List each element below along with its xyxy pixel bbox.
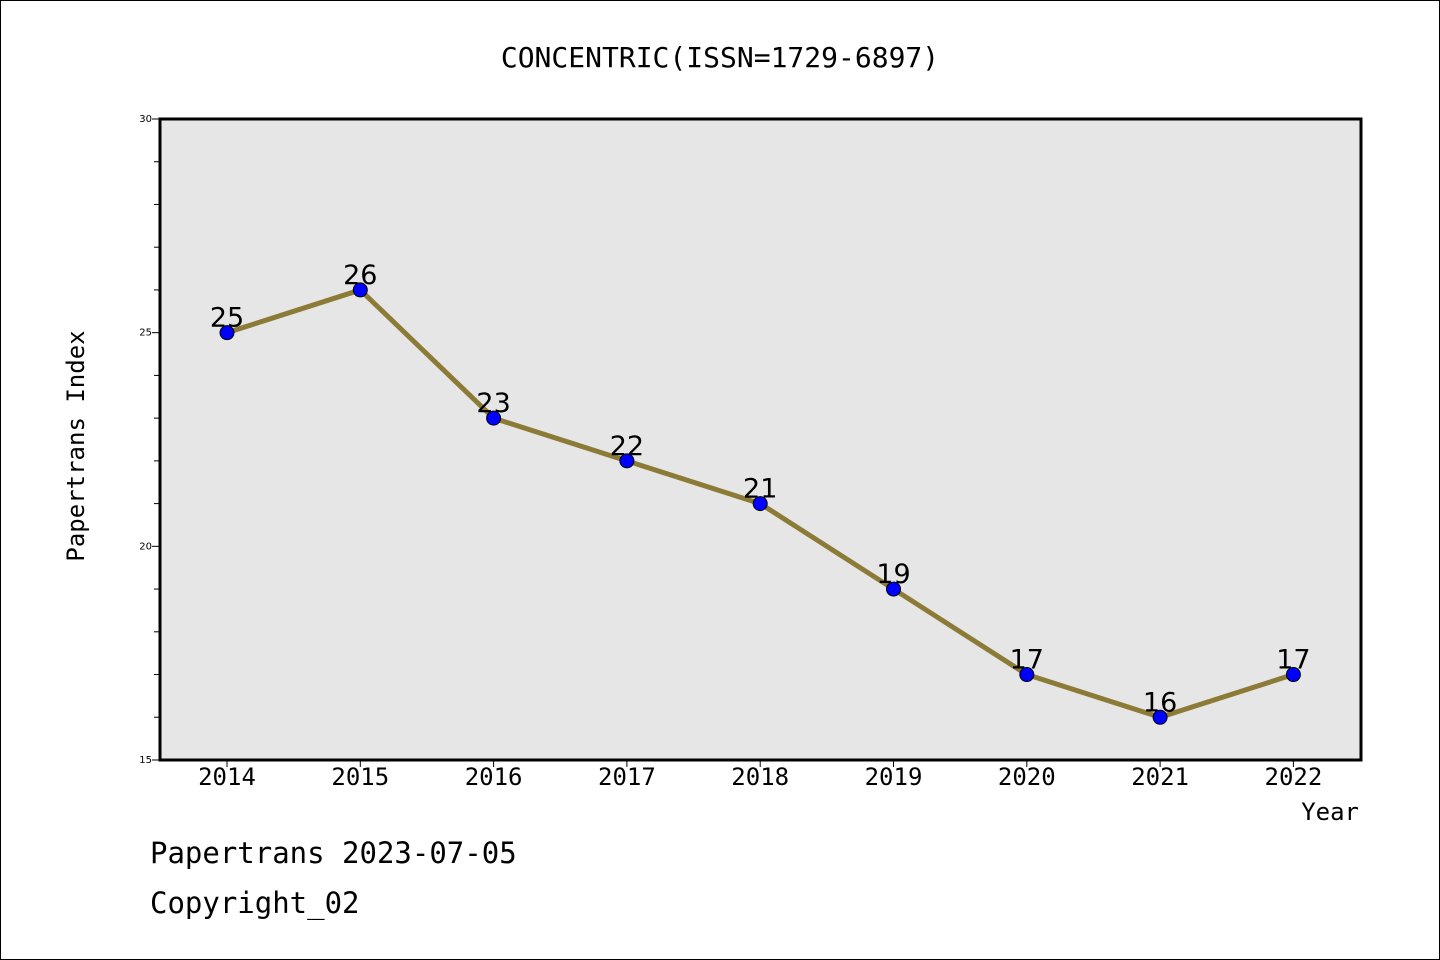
data-label: 21 (743, 474, 777, 505)
x-tick-label: 2022 (1265, 763, 1323, 791)
data-point (1152, 709, 1168, 725)
data-point (619, 453, 635, 469)
data-point (486, 410, 502, 426)
plot-border (158, 117, 1363, 762)
y-tick-label: 25 (139, 328, 152, 339)
y-axis-label: Papertrans Index (62, 330, 90, 561)
plot-area (160, 119, 1361, 760)
x-axis-label: Year (1301, 798, 1359, 826)
data-label: 16 (1143, 687, 1177, 718)
y-tick-label: 15 (139, 755, 152, 766)
y-axis: 15 20 25 30 (139, 114, 160, 766)
data-point (219, 325, 235, 341)
data-point (352, 282, 368, 298)
x-tick-label: 2019 (865, 763, 923, 791)
x-tick-label: 2014 (198, 763, 256, 791)
data-point (752, 496, 768, 512)
data-label: 25 (210, 303, 244, 334)
footer-copyright: Copyright_02 (150, 886, 360, 921)
x-tick-label: 2021 (1131, 763, 1189, 791)
data-point (886, 581, 901, 597)
data-label: 17 (1010, 645, 1044, 676)
x-tick-label: 2020 (998, 763, 1056, 791)
x-tick-label: 2018 (731, 763, 789, 791)
y-tick-label: 20 (139, 541, 152, 552)
data-label: 26 (343, 260, 377, 291)
data-label: 19 (876, 559, 910, 590)
data-label: 22 (610, 431, 644, 462)
x-tick-label: 2016 (465, 763, 523, 791)
x-tick-label: 2015 (331, 763, 389, 791)
data-point (1285, 667, 1301, 683)
data-point (1019, 667, 1035, 683)
chart-title: CONCENTRIC(ISSN=1729-6897) (501, 41, 939, 74)
data-label: 23 (476, 388, 510, 419)
y-tick-label: 30 (139, 114, 152, 125)
data-label: 17 (1276, 645, 1310, 676)
x-tick-label: 2017 (598, 763, 656, 791)
x-axis: 2014 2015 2016 2017 2018 2019 2020 2021 2022 (198, 760, 1322, 791)
series-layer: 25 26 23 22 21 19 17 16 17 (210, 260, 1311, 725)
footer-date: Papertrans 2023-07-05 (150, 836, 517, 870)
